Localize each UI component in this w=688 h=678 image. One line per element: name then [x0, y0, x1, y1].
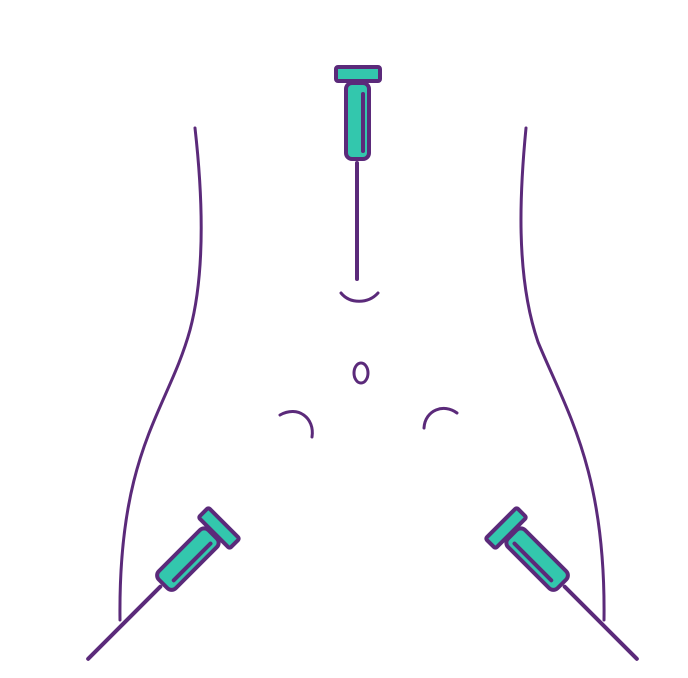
syringe-left-detail [171, 541, 213, 583]
syringe-top-barrel [344, 81, 371, 161]
syringe-top-plunger-cap [334, 65, 382, 83]
syringe-left-barrel [155, 526, 221, 592]
syringe-icon [334, 65, 382, 281]
syringe-left-plunger-cap [197, 506, 241, 550]
upper-injection-site-mark [339, 291, 380, 303]
syringe-right-plunger-cap [484, 506, 528, 550]
needle-right [562, 584, 639, 661]
left-injection-site-mark [278, 410, 314, 439]
torso-outline [118, 126, 606, 622]
right-injection-site-mark [422, 407, 459, 430]
torso-right-side [519, 126, 606, 622]
syringe-right-barrel [504, 526, 570, 592]
syringe-icon [86, 506, 241, 661]
syringe-right-detail [512, 541, 554, 583]
syringe-icon [484, 506, 639, 661]
torso-left-side [118, 126, 203, 622]
abdomen-markings [278, 291, 459, 439]
navel-icon [352, 361, 370, 385]
needle-left [86, 584, 163, 661]
